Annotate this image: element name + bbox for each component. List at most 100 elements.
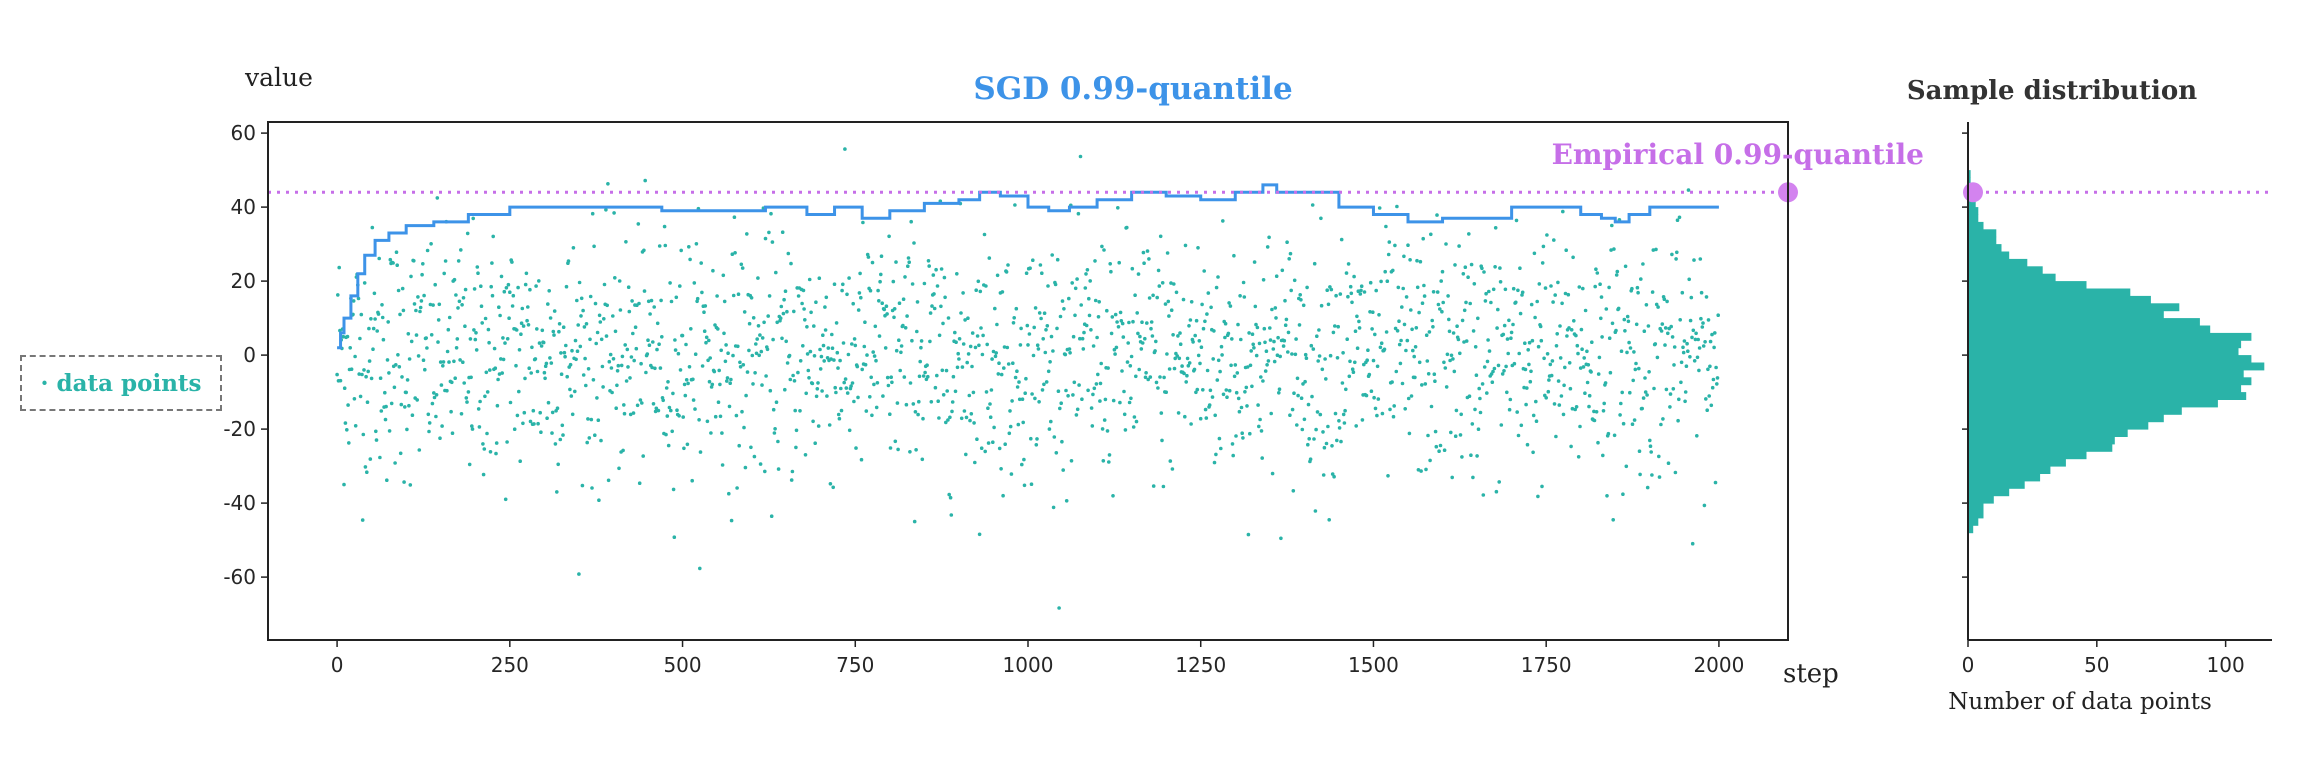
data-point (1400, 381, 1405, 386)
data-point (1098, 381, 1103, 386)
data-point (836, 412, 841, 417)
data-point (1632, 350, 1636, 354)
data-point (986, 406, 990, 411)
data-point (1715, 376, 1720, 380)
data-point (1622, 317, 1627, 322)
data-point (1569, 444, 1573, 449)
data-point (1595, 271, 1600, 275)
data-point (1442, 360, 1446, 365)
data-point (552, 309, 557, 313)
data-point (1405, 338, 1410, 343)
data-point (841, 282, 845, 287)
data-point (1320, 367, 1325, 372)
data-point (1196, 246, 1200, 250)
data-point (803, 453, 808, 457)
histogram-bar (1968, 414, 2164, 423)
data-point (1346, 262, 1351, 266)
data-point (1072, 380, 1077, 385)
data-point (1392, 404, 1396, 408)
data-point (1404, 295, 1409, 299)
data-point (1322, 445, 1327, 450)
data-point (1555, 332, 1559, 336)
data-point (888, 412, 892, 417)
data-point (721, 273, 726, 278)
data-point (1633, 367, 1638, 372)
data-point (645, 352, 650, 356)
data-point (1113, 352, 1117, 356)
data-point (596, 418, 601, 423)
data-point (1201, 388, 1205, 392)
data-point (611, 314, 615, 318)
data-point (378, 376, 383, 381)
data-point (362, 281, 367, 285)
data-point (713, 414, 718, 419)
data-point (465, 400, 469, 404)
data-point (615, 369, 620, 373)
data-point (1148, 375, 1153, 379)
data-point (1339, 237, 1344, 242)
data-point (1604, 307, 1609, 311)
data-point (937, 333, 942, 338)
data-point (590, 211, 595, 216)
data-point (820, 389, 824, 393)
data-point (380, 303, 384, 307)
data-point (459, 248, 463, 252)
data-point (542, 370, 547, 375)
data-point (910, 338, 914, 343)
data-point (676, 351, 681, 356)
data-point (360, 518, 365, 522)
data-point (1088, 279, 1092, 283)
data-point (459, 412, 464, 416)
data-point (1233, 363, 1238, 367)
data-point (1103, 397, 1108, 402)
data-point (1187, 361, 1192, 365)
data-point (932, 292, 936, 296)
main-chart-title: SGD 0.99-quantile (973, 71, 1292, 107)
data-point (678, 368, 683, 372)
data-point (941, 393, 946, 397)
data-point (1460, 318, 1465, 323)
data-point (1567, 326, 1571, 330)
data-point (1391, 414, 1396, 419)
data-point (1249, 349, 1253, 353)
data-point (1582, 356, 1586, 360)
data-point (388, 257, 393, 262)
data-point (728, 381, 732, 386)
data-point (845, 391, 850, 395)
data-point (1260, 456, 1264, 460)
data-point (613, 276, 617, 280)
data-point (1395, 204, 1399, 209)
data-point (353, 424, 358, 428)
data-point (552, 333, 556, 337)
data-point (1117, 260, 1121, 265)
data-point (537, 341, 542, 345)
histogram-bar (1968, 421, 2149, 430)
data-point (1141, 250, 1146, 255)
data-point (1376, 397, 1381, 401)
data-point (1092, 386, 1097, 391)
histogram-bar (1968, 517, 1979, 526)
data-point (416, 295, 420, 299)
data-point (988, 402, 992, 406)
histogram-bar (1968, 392, 2247, 400)
data-point (578, 344, 583, 349)
data-point (1183, 414, 1187, 419)
histogram-bar (1968, 177, 1971, 186)
data-point (1030, 392, 1034, 396)
data-point (1371, 310, 1375, 315)
data-point (1422, 283, 1426, 288)
data-point (534, 284, 538, 288)
data-point (573, 389, 577, 394)
data-point (937, 416, 941, 420)
data-point (1071, 334, 1076, 339)
data-point (850, 342, 854, 346)
data-point (708, 356, 712, 360)
histogram-x-tick-label: 50 (2084, 653, 2109, 677)
data-point (665, 414, 670, 418)
data-point (1489, 300, 1493, 305)
data-point (514, 328, 519, 332)
data-point (1394, 369, 1399, 374)
data-point (955, 365, 960, 370)
data-point (421, 358, 426, 363)
data-point (1660, 322, 1665, 326)
